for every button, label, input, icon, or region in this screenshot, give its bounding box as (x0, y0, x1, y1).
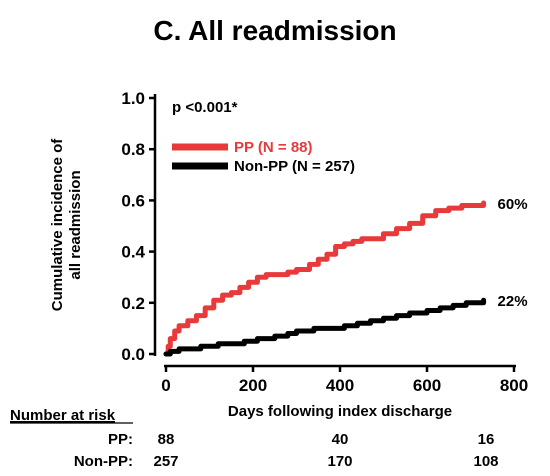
end-label-nonpp: 22% (498, 293, 528, 310)
y-tick-label: 0.2 (121, 294, 145, 313)
axes: 0.0 0.2 0.4 0.6 0.8 1.0 0 200 400 600 800 (121, 89, 528, 395)
chart-title: C. All readmission (153, 15, 396, 46)
risk-row-label-pp: PP: (108, 431, 133, 448)
series-line-pp (163, 200, 487, 357)
series-group: 60% 22% (163, 196, 528, 357)
risk-table: Number at risk PP: 88 40 16 Non-PP: 257 … (10, 407, 499, 470)
risk-pp-day0: 88 (158, 431, 175, 448)
y-axis-label-line2: all readmission (67, 170, 84, 279)
p-value-annotation: p <0.001* (172, 99, 238, 116)
y-tick-label: 0.8 (121, 140, 145, 159)
legend-label-nonpp: Non-PP (N = 257) (234, 158, 355, 175)
x-tick-label: 600 (413, 376, 441, 395)
risk-pp-day400: 40 (332, 431, 349, 448)
legend-label-pp: PP (N = 88) (234, 139, 313, 156)
x-tick-label: 800 (500, 376, 528, 395)
y-axis-label-line1: Cumulative incidence of (49, 138, 66, 312)
risk-table-header: Number at risk (10, 407, 116, 424)
y-tick-label: 0.4 (121, 243, 145, 262)
x-tick-label: 400 (326, 376, 354, 395)
end-label-pp: 60% (498, 196, 528, 213)
legend: PP (N = 88) Non-PP (N = 257) (172, 139, 355, 175)
x-axis-label: Days following index discharge (228, 403, 452, 420)
risk-nonpp-day0: 257 (153, 453, 178, 470)
y-tick-label: 1.0 (121, 89, 145, 108)
y-tick-label: 0.6 (121, 191, 145, 210)
x-tick-label: 0 (161, 376, 170, 395)
risk-nonpp-day400: 170 (327, 453, 352, 470)
risk-pp-day730: 16 (478, 431, 495, 448)
x-tick-label: 200 (239, 376, 267, 395)
series-line-nonpp (163, 297, 487, 357)
y-tick-label: 0.0 (121, 345, 145, 364)
risk-row-label-nonpp: Non-PP: (74, 453, 133, 470)
risk-nonpp-day730: 108 (473, 453, 498, 470)
